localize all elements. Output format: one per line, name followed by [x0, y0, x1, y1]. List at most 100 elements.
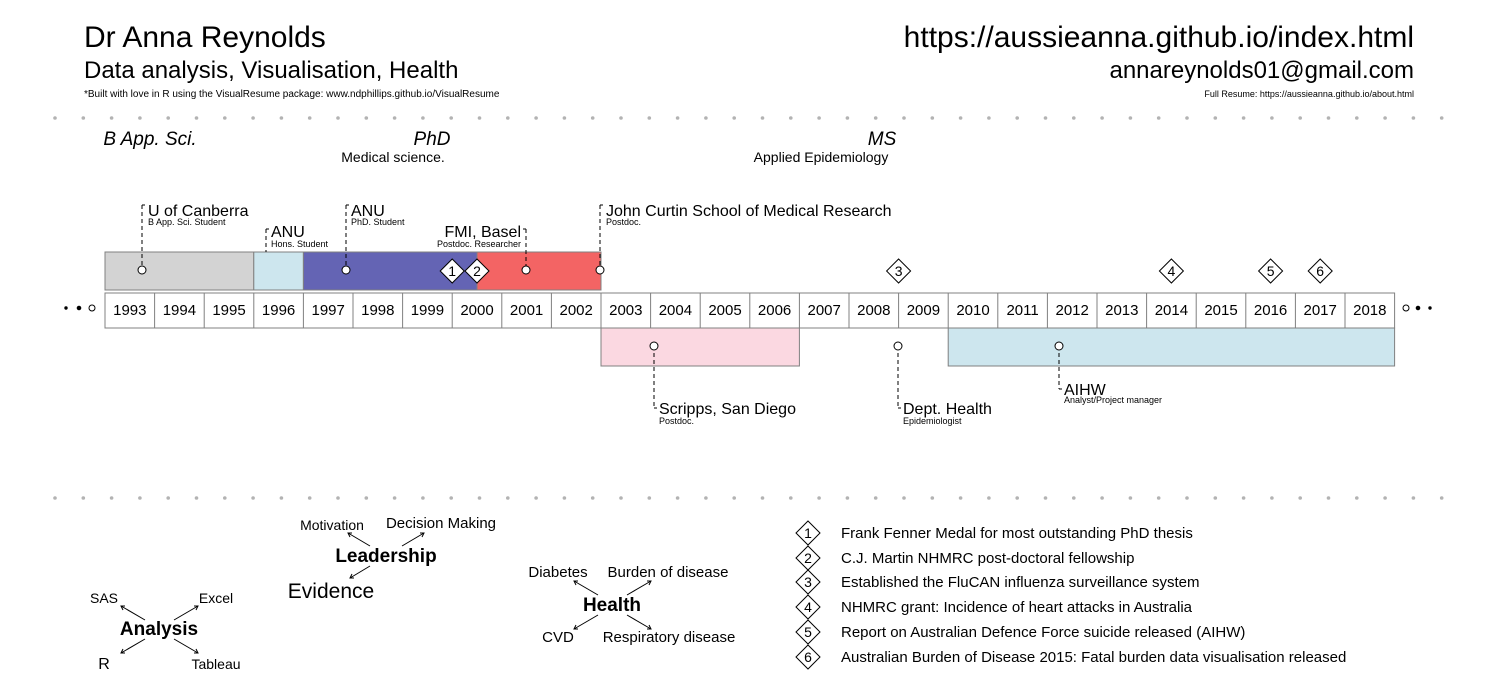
separator-bottom: [53, 496, 1444, 500]
milestone-number: 2: [473, 263, 481, 279]
event-node: [1054, 341, 1064, 351]
year-tick-label: 2006: [758, 302, 791, 319]
year-tick-label: 2003: [609, 302, 642, 319]
interest-item: R: [98, 656, 110, 673]
separator-dot: [534, 496, 538, 500]
event-role: Analyst/Project manager: [1064, 395, 1162, 405]
separator-dot: [789, 116, 793, 120]
separator-dot: [1213, 116, 1218, 120]
milestone-markers: 1 2 3 4 5 6: [439, 258, 1333, 284]
separator-dot: [987, 496, 991, 500]
year-tick-label: 2011: [1006, 302, 1038, 319]
axis-continuation-dot: [1415, 305, 1421, 311]
event-title: Scripps, San Diego: [659, 401, 796, 418]
separator-dot: [562, 496, 567, 500]
separator-dot: [194, 116, 199, 120]
separator-dot: [817, 496, 821, 500]
separator-dot: [506, 496, 510, 500]
separator-dot: [81, 116, 86, 120]
separator-dot: [1185, 116, 1189, 120]
year-tick-label: 2008: [857, 302, 890, 319]
milestone-number: 1: [448, 263, 456, 279]
year-tick-label: 1993: [113, 302, 146, 319]
interest-center: Health: [583, 595, 641, 616]
separator-dot: [307, 496, 312, 500]
milestone-marker: [439, 258, 465, 284]
separator-dot: [902, 496, 906, 500]
separator-dot: [1298, 496, 1302, 500]
event-title: John Curtin School of Medical Research: [606, 203, 891, 220]
full-resume-link[interactable]: Full Resume: https://aussieanna.github.i…: [1204, 89, 1414, 99]
separator-dot: [1128, 496, 1133, 500]
year-tick-label: 2015: [1204, 302, 1237, 319]
separator-dot: [138, 116, 142, 120]
legend-marker: [795, 520, 821, 546]
separator-dot: [109, 116, 114, 120]
year-tick-label: 1995: [212, 302, 245, 319]
milestone-number: 6: [804, 649, 812, 665]
separator-dot: [251, 496, 255, 500]
separator-dot: [1411, 496, 1416, 500]
separator-dot: [845, 496, 850, 500]
year-tick-label: 2000: [460, 302, 493, 319]
year-tick-label: 2009: [907, 302, 940, 319]
event-bar: [476, 251, 602, 291]
milestone-marker: [1257, 258, 1284, 284]
separator-dot: [336, 116, 340, 120]
separator-dot: [704, 116, 708, 120]
separator-dot: [1270, 116, 1274, 120]
event-node: [893, 341, 903, 351]
degrees: B App. Sci. PhD Medical science. MS Appl…: [103, 129, 896, 165]
separator-dot: [1326, 496, 1331, 500]
separator-dot: [1043, 116, 1048, 120]
year-tick-label: 1996: [262, 302, 295, 319]
separator-dot: [166, 496, 170, 500]
separator-dot: [1298, 116, 1302, 120]
website-link[interactable]: https://aussieanna.github.io/index.html: [904, 21, 1414, 54]
separator-dot: [619, 116, 623, 120]
separator-dot: [109, 496, 114, 500]
legend-marker: [795, 644, 821, 670]
separator-dot: [1383, 496, 1387, 500]
separator-dot: [732, 116, 736, 120]
separator-dot: [958, 116, 963, 120]
degree-title: MS: [868, 129, 897, 150]
year-tick-label: 2001: [510, 302, 543, 319]
milestone-number: 5: [804, 624, 812, 640]
separator-dot: [1185, 496, 1189, 500]
degree-subtitle: Applied Epidemiology: [754, 149, 889, 165]
separator-dot: [53, 496, 57, 500]
separator-dot: [1015, 496, 1019, 500]
milestone-description: NHMRC grant: Incidence of heart attacks …: [841, 599, 1193, 616]
event-role: Epidemiologist: [903, 416, 962, 426]
interest-item: Excel: [199, 590, 233, 606]
event-title: ANU: [351, 203, 385, 220]
separator-dot: [449, 496, 454, 500]
separator-dot: [223, 116, 227, 120]
milestone-marker: [885, 258, 912, 284]
milestone-description: Australian Burden of Disease 2015: Fatal…: [841, 649, 1346, 666]
interest-item: Burden of disease: [608, 564, 729, 581]
email-link[interactable]: annareynolds01@gmail.com: [1109, 57, 1414, 84]
separator-dot: [958, 496, 963, 500]
interest-item: Tableau: [191, 656, 240, 672]
milestone-marker: [1158, 258, 1185, 284]
milestone-marker: [1307, 258, 1333, 284]
separator-dot: [1241, 116, 1246, 120]
interest-leadership: Leadership Motivation Decision Making Ev…: [288, 515, 496, 603]
separator-dot: [619, 496, 623, 500]
year-tick-label: 2005: [708, 302, 741, 319]
interest-item: Diabetes: [528, 564, 587, 581]
separator-dot: [421, 496, 425, 500]
milestone-number: 3: [895, 263, 903, 279]
separator-dot: [1270, 496, 1274, 500]
event-title: U of Canberra: [148, 203, 249, 220]
separator-dot: [279, 496, 284, 500]
axis-continuation-dot: [1402, 304, 1410, 312]
year-tick-label: 2012: [1056, 302, 1089, 319]
separator-dot: [364, 116, 369, 120]
separator-dot: [336, 496, 340, 500]
event-bar: [253, 251, 304, 291]
separator-dot: [675, 116, 680, 120]
year-tick-label: 2002: [560, 302, 593, 319]
